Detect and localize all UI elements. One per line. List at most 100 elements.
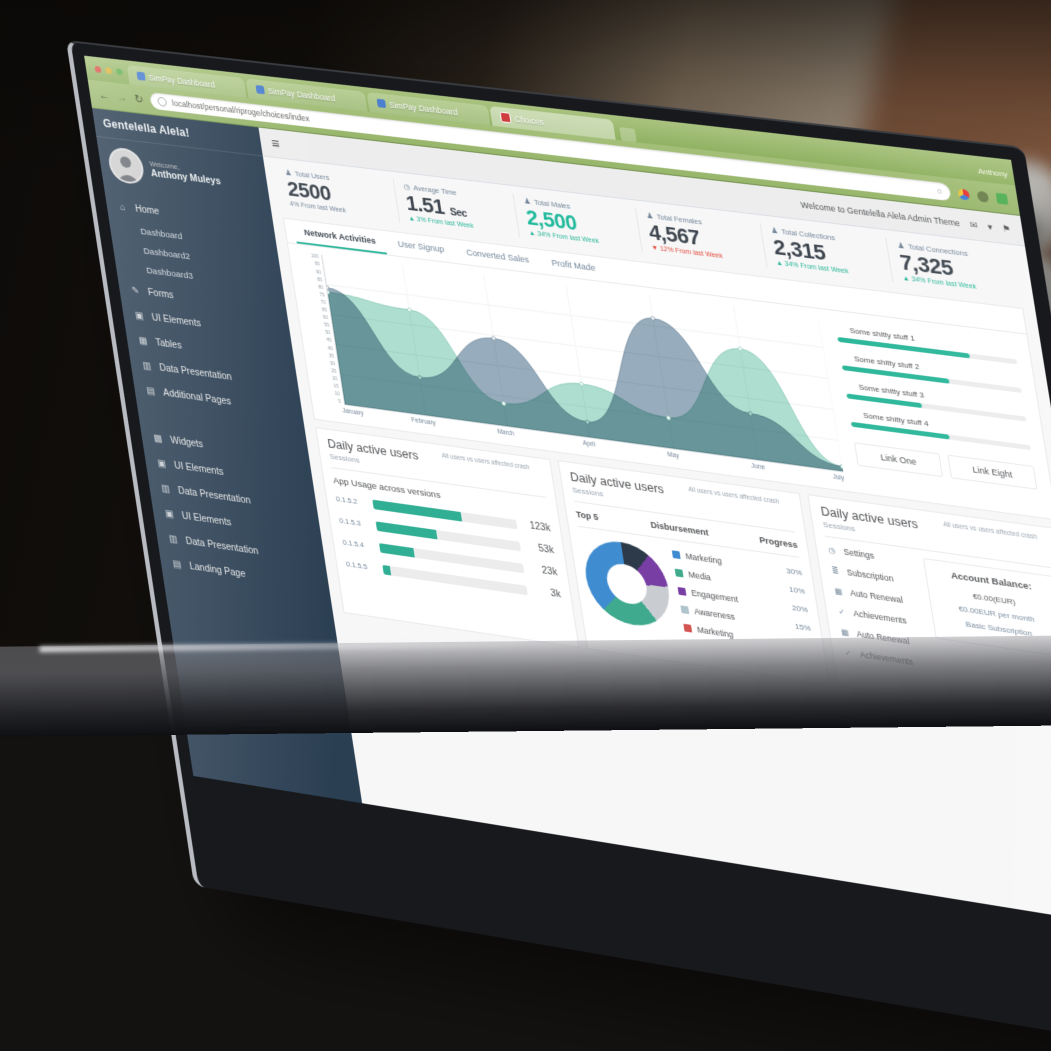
- desktop-icon: ▣: [164, 508, 175, 521]
- calendar-icon: ▦: [834, 586, 843, 597]
- engagement-color-swatch: [677, 587, 687, 597]
- mail-icon[interactable]: ✉: [969, 219, 979, 230]
- extension-icon[interactable]: [957, 187, 971, 201]
- desktop-icon: ▣: [156, 458, 167, 470]
- row-progress: 15%: [794, 621, 812, 633]
- version-label: 0.1.5.4: [342, 538, 365, 550]
- tab-label: SimPay Dashboard: [388, 99, 459, 117]
- settings-item-label: Settings: [843, 547, 875, 562]
- extension-icon[interactable]: [995, 192, 1009, 205]
- document-icon: [376, 98, 387, 109]
- bell-icon[interactable]: ⚑: [1001, 222, 1012, 234]
- pages-icon: ▤: [145, 385, 156, 398]
- settings-item-settings[interactable]: ◷ Settings: [826, 545, 914, 567]
- document-icon: [255, 84, 265, 95]
- settings-item-label: Achievements: [852, 608, 908, 627]
- settings-item-label: Subscription: [846, 567, 895, 584]
- usage-bar-fill: [375, 521, 438, 540]
- table-icon: ▦: [138, 335, 149, 347]
- sidebar-item-label: Data Presentation: [158, 362, 233, 383]
- tab-label: SimPay Dashboard: [267, 85, 336, 103]
- extension-icon[interactable]: [976, 190, 990, 203]
- stat-total-females: ♟ Total Females 4,567 ▼ 12% From last Wee…: [634, 207, 767, 268]
- media-color-swatch: [674, 568, 684, 578]
- new-tab-button[interactable]: [619, 127, 637, 143]
- sidebar-item-label: Landing Page: [188, 561, 247, 581]
- sidebar-item-label: Tables: [154, 337, 183, 352]
- row-progress: 10%: [788, 584, 806, 596]
- pages-icon: ▤: [172, 559, 183, 571]
- tab-label: SimPay Dashboard: [147, 72, 216, 90]
- edit-icon: ✎: [131, 285, 141, 297]
- sidebar-item-label: Data Presentation: [185, 536, 260, 558]
- stat-average-time: ◷ Average Time 1.51 Sec ▲ 3% From last We…: [392, 179, 520, 238]
- window-controls: [89, 56, 129, 84]
- bar-chart-icon: ▥: [160, 483, 171, 495]
- stat-total-collections: ♟ Total Collections 2,315 ▲ 34% From last…: [759, 222, 893, 283]
- choices-icon: [499, 111, 512, 124]
- usage-value: 3k: [549, 588, 562, 601]
- calendar-icon: ▦: [840, 627, 850, 638]
- version-label: 0.1.5.3: [338, 516, 362, 529]
- app-usage-panel: Daily active users Sessions All users vs…: [315, 427, 580, 649]
- awareness-color-swatch: [680, 605, 690, 615]
- row-progress: 30%: [785, 566, 803, 578]
- refresh-icon[interactable]: ↻: [133, 92, 145, 107]
- bar-chart-icon: ▥: [168, 533, 179, 546]
- usage-value: 53k: [537, 543, 555, 557]
- dashboard-app: Gentelella Alela! Welcome, Anthony Muley…: [92, 108, 1051, 929]
- usage-value: 23k: [541, 565, 559, 579]
- menu-toggle-icon[interactable]: ≡: [270, 134, 281, 152]
- sidebar-item-label: Home: [134, 204, 161, 218]
- site-info-icon[interactable]: [157, 96, 168, 107]
- main-content: ≡ Welcome to Gentelella Alela Admin Them…: [258, 127, 1051, 929]
- list-icon: ≣: [831, 566, 840, 576]
- search-icon: ○: [936, 186, 944, 197]
- home-icon: ⌂: [119, 202, 127, 214]
- settings-item-achievements[interactable]: ✓ Achievements: [836, 606, 924, 628]
- laptop-base-edge: [0, 635, 1051, 737]
- bar-chart-icon: ▥: [141, 360, 152, 373]
- document-icon: [136, 71, 146, 81]
- chart-side-panel: Some shitty stuff 1 Some shitty stuff 2 …: [819, 317, 1044, 512]
- settings-item-label: Auto Renewal: [849, 588, 904, 606]
- version-label: 0.1.5.2: [335, 494, 358, 507]
- sidebar-item-label: UI Elements: [173, 460, 225, 478]
- usage-bar-fill: [378, 543, 415, 558]
- version-label: 0.1.5.5: [345, 559, 368, 572]
- back-icon[interactable]: ←: [97, 88, 111, 103]
- marketing-color-swatch: [671, 550, 681, 560]
- row-progress: 20%: [791, 603, 809, 615]
- chevron-down-icon[interactable]: ▾: [986, 221, 993, 232]
- network-activities-panel: Network Activities User Signup Converted…: [283, 218, 1051, 521]
- sidebar-item-label: Forms: [147, 287, 175, 302]
- stat-total-connections: ♟ Total Connections 7,325 ▲ 34% From last…: [885, 237, 1022, 299]
- sidebar-item-label: Additional Pages: [162, 388, 232, 408]
- clock-icon: ◷: [827, 545, 837, 556]
- sidebar-item-label: Widgets: [169, 435, 204, 451]
- user-profile: Welcome, Anthony Muleys: [96, 137, 271, 210]
- usage-bar-fill: [382, 564, 391, 576]
- settings-item-auto-renewal[interactable]: ▦ Auto Renewal: [833, 586, 921, 608]
- laptop-screen: SimPay Dashboard SimPay Dashboard SimPay…: [66, 40, 1051, 1051]
- settings-item-subscription[interactable]: ≣ Subscription: [830, 565, 918, 587]
- donut-chart: [579, 536, 675, 632]
- link-one-button[interactable]: Link One: [854, 442, 944, 478]
- browser-window: SimPay Dashboard SimPay Dashboard SimPay…: [84, 55, 1051, 929]
- marketing2-color-swatch: [683, 624, 692, 633]
- link-eight-button[interactable]: Link Eight: [947, 454, 1038, 491]
- zoom-window-button[interactable]: [115, 67, 123, 75]
- area-chart: 100 95 90 85 80 75 70 65 60 55 50 45 40 35 30 25 20 15 10 5…: [300, 252, 845, 485]
- desktop-icon: ▣: [134, 310, 145, 322]
- stat-total-males: ♟ Total Males 2,500 ▲ 34% From last Week: [512, 193, 642, 253]
- widgets-icon: ▩: [152, 433, 164, 445]
- minimize-window-button[interactable]: [104, 66, 113, 74]
- usage-bar-fill: [372, 499, 463, 522]
- forward-icon[interactable]: →: [115, 90, 129, 105]
- sidebar-item-label: UI Elements: [181, 511, 233, 529]
- close-window-button[interactable]: [94, 65, 102, 73]
- sidebar-item-label: Data Presentation: [177, 485, 252, 507]
- usage-value: 123k: [529, 521, 552, 535]
- check-icon: ✓: [837, 607, 846, 617]
- column-header: Progress: [758, 535, 799, 551]
